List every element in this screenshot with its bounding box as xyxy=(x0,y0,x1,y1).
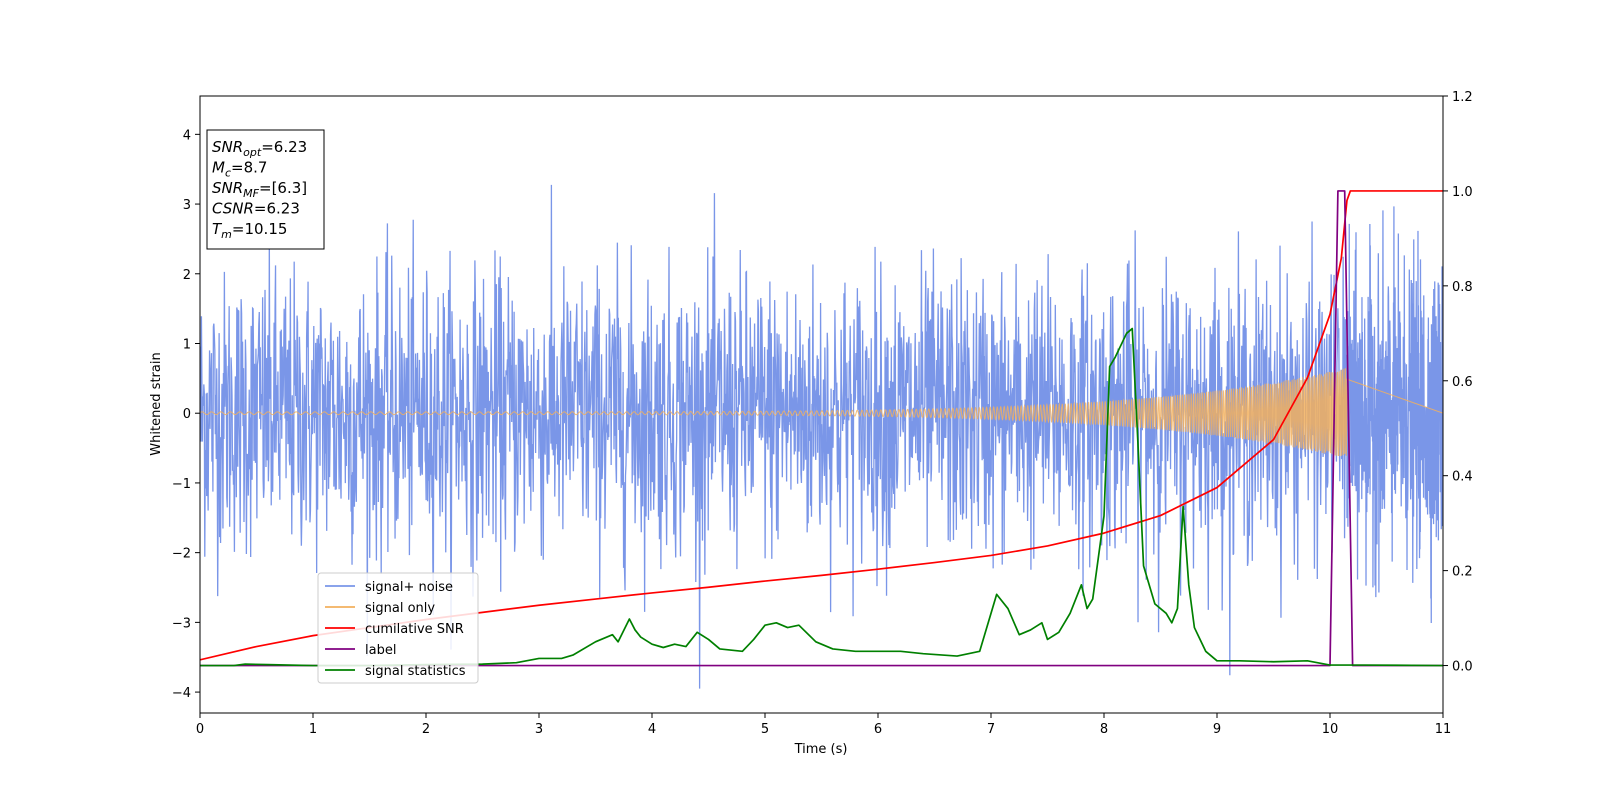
y-left-tick-label: 2 xyxy=(183,268,191,283)
x-tick-label: 11 xyxy=(1435,722,1452,737)
y-left-tick-label: 1 xyxy=(183,337,191,352)
x-tick-label: 3 xyxy=(535,722,543,737)
legend-label: cumilative SNR xyxy=(365,622,464,637)
x-tick-label: 2 xyxy=(422,722,430,737)
y-right-tick-label: 1.0 xyxy=(1452,185,1473,200)
plot-frame xyxy=(199,95,1444,714)
y-right-tick-label: 0.6 xyxy=(1452,375,1473,390)
x-tick-label: 6 xyxy=(874,722,882,737)
y-right-tick-label: 0.0 xyxy=(1452,660,1473,675)
y-left-tick-label: 4 xyxy=(183,128,191,143)
annotation-line: Mc=8.7 xyxy=(212,159,267,180)
series-signal-statistics xyxy=(200,327,1443,667)
legend-label: label xyxy=(365,643,396,658)
y-right-tick-label: 0.4 xyxy=(1452,470,1473,485)
y-right-tick-label: 0.2 xyxy=(1452,565,1473,580)
legend: signal+ noise signal only cumilative SNR la… xyxy=(317,572,479,684)
x-tick-label: 4 xyxy=(648,722,656,737)
legend-label: signal only xyxy=(365,601,435,616)
x-tick-label: 5 xyxy=(761,722,769,737)
y-left-tick-label: 3 xyxy=(183,198,191,213)
annotation-line: CSNR=6.23 xyxy=(212,200,300,218)
legend-label: signal+ noise xyxy=(365,580,453,595)
x-tick-label: 10 xyxy=(1322,722,1339,737)
axes-layer: 0 1 2 3 4 5 6 7 8 9 10 11 −4 −3 −2 −1 0 1 2 3 4 0.0 0.2 0.4 0.6 0… xyxy=(172,90,1473,737)
y-left-tick-label: −2 xyxy=(172,547,191,562)
x-tick-label: 9 xyxy=(1213,722,1221,737)
series-signal-only xyxy=(200,368,1443,457)
y-right-tick-label: 1.2 xyxy=(1452,90,1473,105)
y-left-tick-label: −1 xyxy=(172,477,191,492)
y-left-tick-label: −3 xyxy=(172,616,191,631)
y-left-tick-label: 0 xyxy=(183,407,191,422)
y-right-tick-label: 0.8 xyxy=(1452,280,1473,295)
x-tick-label: 7 xyxy=(987,722,995,737)
annotation-line: SNRMF=[6.3] xyxy=(212,179,307,200)
x-axis-label: Time (s) xyxy=(794,742,848,757)
x-tick-label: 0 xyxy=(196,722,204,737)
x-tick-label: 1 xyxy=(309,722,317,737)
x-tick-label: 8 xyxy=(1100,722,1108,737)
y-left-tick-label: −4 xyxy=(172,686,191,701)
legend-frame xyxy=(317,572,479,684)
annotation-line: Tm=10.15 xyxy=(212,220,287,241)
annotation-line: SNRopt=6.23 xyxy=(212,138,307,159)
legend-label: signal statistics xyxy=(365,664,466,679)
series-signal-noise xyxy=(200,184,1443,689)
annotation-frame xyxy=(206,129,325,250)
y-axis-label: Whitened strain xyxy=(149,352,164,455)
